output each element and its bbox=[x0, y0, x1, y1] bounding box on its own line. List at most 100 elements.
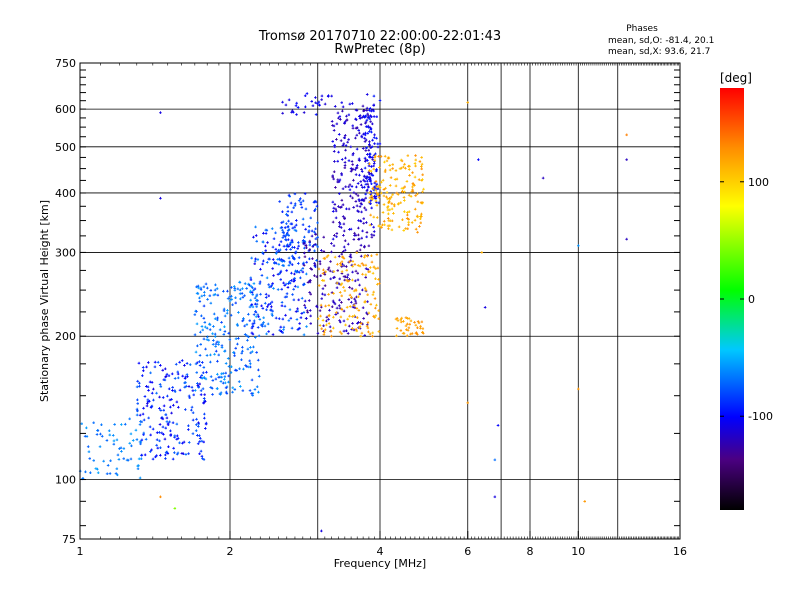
data-point bbox=[355, 136, 356, 140]
data-point bbox=[337, 269, 339, 272]
data-point bbox=[135, 428, 137, 432]
data-point bbox=[225, 371, 227, 375]
data-point bbox=[242, 295, 244, 299]
data-point bbox=[366, 189, 368, 192]
data-point bbox=[375, 277, 376, 280]
data-point bbox=[166, 416, 168, 420]
data-point bbox=[264, 301, 266, 305]
data-point bbox=[219, 375, 221, 379]
data-point bbox=[366, 221, 367, 224]
data-point bbox=[353, 191, 355, 194]
data-point bbox=[406, 322, 408, 326]
data-point bbox=[310, 267, 312, 270]
data-point bbox=[300, 269, 302, 272]
data-point bbox=[293, 206, 295, 209]
data-point bbox=[358, 309, 360, 312]
data-point bbox=[317, 221, 319, 224]
data-point bbox=[348, 138, 350, 141]
data-point bbox=[340, 315, 342, 319]
data-point bbox=[389, 164, 391, 167]
data-point bbox=[295, 310, 297, 313]
data-point bbox=[420, 221, 422, 225]
data-point bbox=[298, 199, 300, 202]
data-point bbox=[335, 207, 337, 211]
data-point bbox=[341, 198, 343, 202]
data-point bbox=[337, 262, 338, 266]
data-point bbox=[414, 207, 416, 211]
data-point bbox=[249, 359, 251, 363]
data-point bbox=[338, 150, 340, 154]
data-point bbox=[362, 199, 364, 202]
data-point bbox=[174, 507, 176, 510]
data-point bbox=[361, 202, 363, 206]
data-point bbox=[317, 317, 319, 320]
data-point bbox=[360, 334, 362, 338]
data-point bbox=[232, 386, 234, 389]
data-point bbox=[281, 226, 283, 229]
data-point bbox=[164, 437, 166, 441]
data-point bbox=[237, 287, 239, 291]
data-point bbox=[177, 372, 179, 376]
data-point bbox=[357, 182, 359, 185]
data-point bbox=[283, 325, 285, 329]
data-point bbox=[342, 105, 344, 109]
data-point bbox=[234, 288, 236, 292]
data-point bbox=[311, 229, 313, 233]
data-point bbox=[352, 305, 354, 309]
data-point bbox=[346, 268, 348, 272]
data-point bbox=[212, 332, 214, 335]
data-point bbox=[375, 267, 377, 270]
data-point bbox=[322, 279, 323, 282]
data-point bbox=[315, 237, 317, 241]
y-tick-label: 100 bbox=[55, 474, 76, 487]
data-point bbox=[149, 399, 150, 403]
data-point bbox=[256, 385, 258, 388]
data-point bbox=[364, 136, 366, 140]
data-point bbox=[350, 194, 351, 198]
data-point bbox=[344, 161, 346, 164]
data-point bbox=[165, 375, 167, 378]
data-point bbox=[200, 376, 202, 379]
data-point bbox=[262, 251, 264, 254]
data-point bbox=[163, 408, 165, 412]
data-point bbox=[209, 323, 211, 326]
data-point bbox=[291, 263, 293, 266]
data-point bbox=[356, 251, 358, 254]
colorbar-tick-label: 0 bbox=[748, 293, 755, 306]
data-point bbox=[227, 289, 228, 293]
data-point bbox=[351, 168, 353, 172]
data-point bbox=[256, 239, 258, 243]
data-point bbox=[229, 299, 231, 303]
data-point bbox=[147, 385, 149, 389]
data-point bbox=[374, 196, 376, 200]
data-point bbox=[295, 251, 297, 255]
data-point bbox=[368, 200, 370, 204]
data-point bbox=[584, 500, 586, 503]
data-point bbox=[290, 222, 292, 226]
data-point bbox=[375, 192, 377, 195]
data-point bbox=[371, 115, 372, 118]
x-tick-label: 2 bbox=[227, 545, 234, 558]
data-point bbox=[405, 227, 407, 230]
data-point bbox=[195, 429, 197, 432]
data-point bbox=[363, 221, 365, 225]
data-point bbox=[408, 193, 410, 197]
data-point bbox=[314, 209, 316, 212]
data-point bbox=[408, 317, 410, 320]
data-point bbox=[171, 372, 173, 376]
data-point bbox=[172, 457, 174, 461]
data-point bbox=[335, 216, 337, 220]
data-point bbox=[367, 176, 369, 179]
data-point bbox=[359, 115, 360, 118]
data-point bbox=[250, 304, 252, 307]
data-point bbox=[297, 247, 299, 250]
data-point bbox=[169, 398, 171, 402]
data-point bbox=[310, 314, 312, 318]
data-point bbox=[357, 316, 358, 319]
data-point bbox=[262, 322, 264, 326]
data-point bbox=[327, 254, 329, 257]
data-point bbox=[390, 176, 392, 179]
data-point bbox=[298, 270, 300, 274]
data-point bbox=[131, 444, 132, 448]
data-point bbox=[392, 193, 394, 196]
